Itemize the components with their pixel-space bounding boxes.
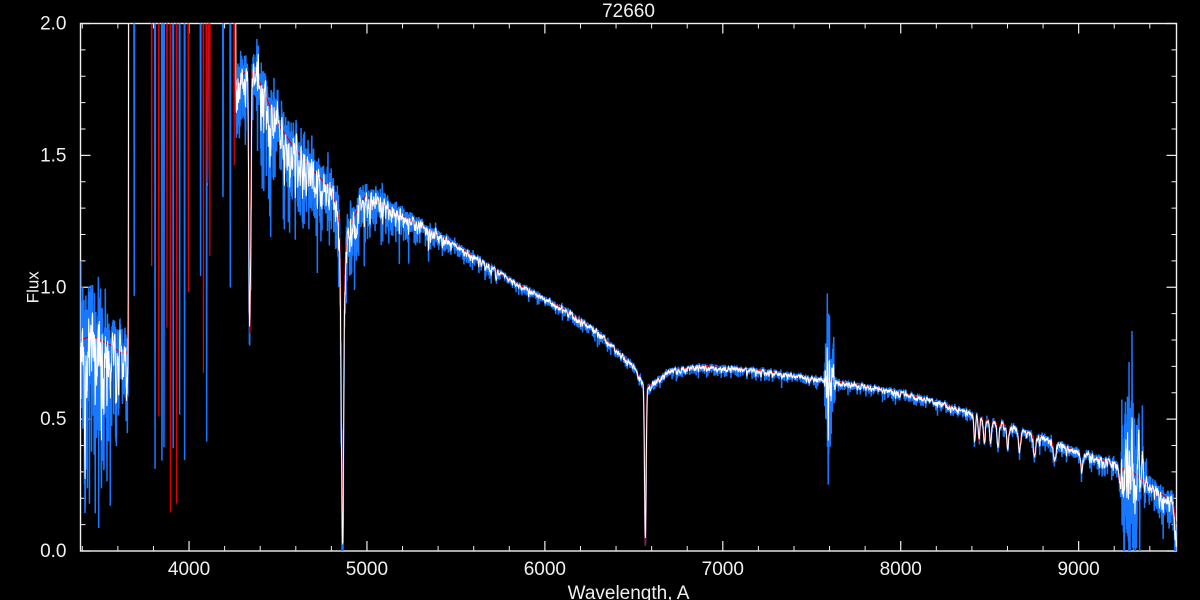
svg-text:7000: 7000 <box>702 559 744 580</box>
svg-text:Flux: Flux <box>24 271 43 304</box>
svg-text:Wavelength, A: Wavelength, A <box>568 583 690 600</box>
svg-text:8000: 8000 <box>880 559 922 580</box>
svg-text:5000: 5000 <box>346 559 388 580</box>
svg-text:4000: 4000 <box>168 559 210 580</box>
svg-text:1.0: 1.0 <box>40 277 66 298</box>
svg-text:2.0: 2.0 <box>40 14 66 35</box>
svg-text:9000: 9000 <box>1057 559 1099 580</box>
svg-text:72660: 72660 <box>602 1 655 22</box>
svg-text:1.5: 1.5 <box>40 145 66 166</box>
svg-text:6000: 6000 <box>524 559 566 580</box>
svg-text:0.0: 0.0 <box>40 541 66 562</box>
svg-text:0.5: 0.5 <box>40 409 66 430</box>
